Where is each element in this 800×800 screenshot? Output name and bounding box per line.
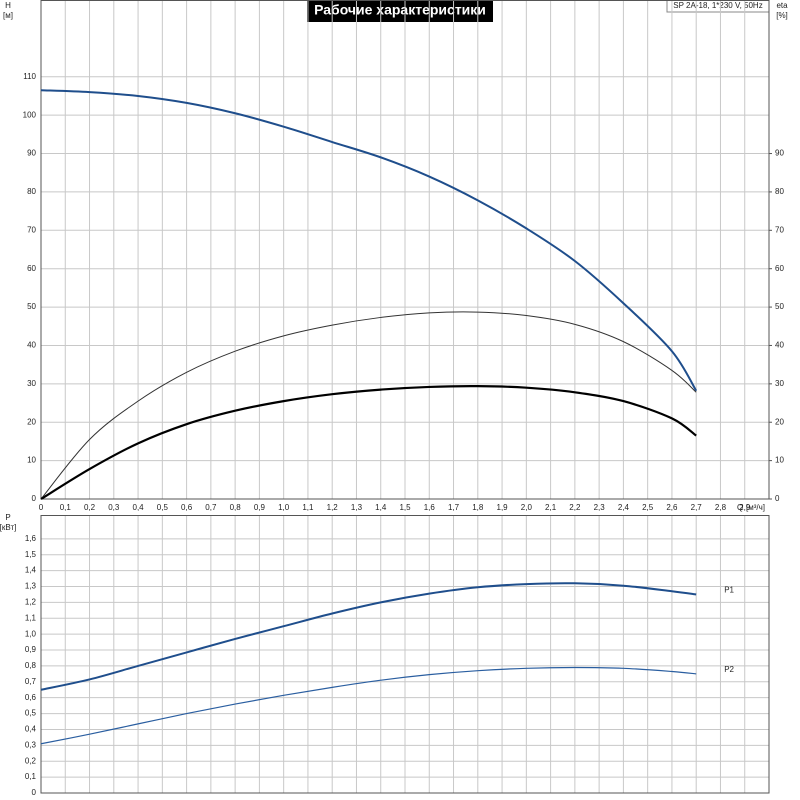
- curve: [40, 385, 697, 500]
- x-tick-label: 1,2: [327, 503, 339, 512]
- y-tick-label: 10: [27, 456, 36, 465]
- x-tick-label: 1,4: [375, 503, 387, 512]
- x-tick-label: 0,2: [84, 503, 96, 512]
- y2-tick-label: 70: [775, 225, 784, 234]
- x-tick-label: 2,0: [521, 503, 533, 512]
- x-tick-label: 0,1: [60, 503, 72, 512]
- y-tick-label: 1,5: [25, 550, 37, 559]
- x-tick-label: 0: [39, 503, 44, 512]
- x-tick-label: 2,2: [569, 503, 581, 512]
- x-tick-label: 0,4: [133, 503, 145, 512]
- y-tick-label: 0,7: [25, 677, 37, 686]
- x-tick-label: 2,6: [666, 503, 678, 512]
- curve: [40, 666, 697, 745]
- y-axis-unit: [м]: [3, 11, 13, 20]
- y2-axis-label: eta: [776, 1, 788, 10]
- chart-subtitle: SP 2A-18, 1*230 V, 50Hz: [673, 1, 762, 10]
- x-tick-label: 2,9: [739, 503, 751, 512]
- series-label: P1: [724, 586, 734, 595]
- chart-title: Рабочие характеристики: [314, 2, 486, 18]
- y-axis-unit: [кВт]: [0, 523, 16, 532]
- x-tick-label: 2,4: [618, 503, 630, 512]
- series-label: P2: [724, 665, 734, 674]
- y2-tick-label: 10: [775, 456, 784, 465]
- y-tick-label: 0: [32, 788, 37, 797]
- y-tick-label: 0,6: [25, 693, 37, 702]
- y-tick-label: 1,4: [25, 566, 37, 575]
- y-tick-label: 110: [23, 72, 36, 81]
- x-tick-label: 0,3: [108, 503, 120, 512]
- y-tick-label: 100: [23, 110, 37, 119]
- x-tick-label: 2,5: [642, 503, 654, 512]
- y-tick-label: 70: [27, 225, 36, 234]
- curve: [40, 311, 697, 500]
- x-tick-label: 0,7: [205, 503, 217, 512]
- y-tick-label: 1,6: [25, 534, 37, 543]
- x-tick-label: 2,3: [594, 503, 606, 512]
- title-box: [307, 0, 493, 22]
- y-tick-label: 1,1: [25, 613, 37, 622]
- y-tick-label: 0,3: [25, 740, 37, 749]
- x-tick-label: 1,0: [278, 503, 290, 512]
- y-tick-label: 90: [27, 149, 36, 158]
- y-tick-label: 0,5: [25, 709, 37, 718]
- y2-axis-unit: [%]: [776, 11, 788, 20]
- x-tick-label: 1,9: [497, 503, 509, 512]
- x-axis-unit: [м³/ч]: [746, 503, 765, 512]
- y-tick-label: 80: [27, 187, 36, 196]
- y-tick-label: 0,2: [25, 756, 37, 765]
- y2-tick-label: 90: [775, 149, 784, 158]
- x-tick-label: 0,9: [254, 503, 266, 512]
- x-tick-label: 2,8: [715, 503, 727, 512]
- y2-tick-label: 60: [775, 264, 784, 273]
- y-axis-label: P: [5, 513, 10, 522]
- plot-frame: [40, 0, 770, 500]
- plot-frame: [40, 515, 770, 794]
- x-tick-label: 0,8: [230, 503, 242, 512]
- x-axis-label: Q: [737, 503, 743, 512]
- y2-tick-label: 0: [775, 494, 780, 503]
- y2-tick-label: 80: [775, 187, 784, 196]
- y-tick-label: 0,4: [25, 725, 37, 734]
- x-tick-label: 1,8: [472, 503, 484, 512]
- x-tick-label: 1,1: [302, 503, 314, 512]
- y2-tick-label: 40: [775, 341, 784, 350]
- x-tick-label: 0,5: [157, 503, 169, 512]
- y-tick-label: 0,8: [25, 661, 37, 670]
- y-tick-label: 30: [27, 379, 36, 388]
- y-axis-label: H: [5, 1, 11, 10]
- x-tick-label: 1,7: [448, 503, 460, 512]
- y-tick-label: 50: [27, 302, 36, 311]
- y2-tick-label: 30: [775, 379, 784, 388]
- curve: [40, 89, 698, 392]
- curve: [40, 582, 697, 691]
- y-tick-label: 0: [32, 494, 37, 503]
- y-tick-label: 0,9: [25, 645, 37, 654]
- y-tick-label: 20: [27, 417, 36, 426]
- y-tick-label: 40: [27, 341, 36, 350]
- x-tick-label: 1,5: [399, 503, 411, 512]
- x-tick-label: 2,1: [545, 503, 557, 512]
- y-tick-label: 0,1: [25, 772, 37, 781]
- y2-tick-label: 20: [775, 417, 784, 426]
- x-tick-label: 1,6: [424, 503, 436, 512]
- x-tick-label: 1,3: [351, 503, 363, 512]
- y2-tick-label: 50: [775, 302, 784, 311]
- y-tick-label: 1,2: [25, 597, 37, 606]
- x-tick-label: 0,6: [181, 503, 193, 512]
- x-tick-label: 2,7: [691, 503, 703, 512]
- y-tick-label: 60: [27, 264, 36, 273]
- y-tick-label: 1,3: [25, 582, 37, 591]
- y-tick-label: 1,0: [25, 629, 37, 638]
